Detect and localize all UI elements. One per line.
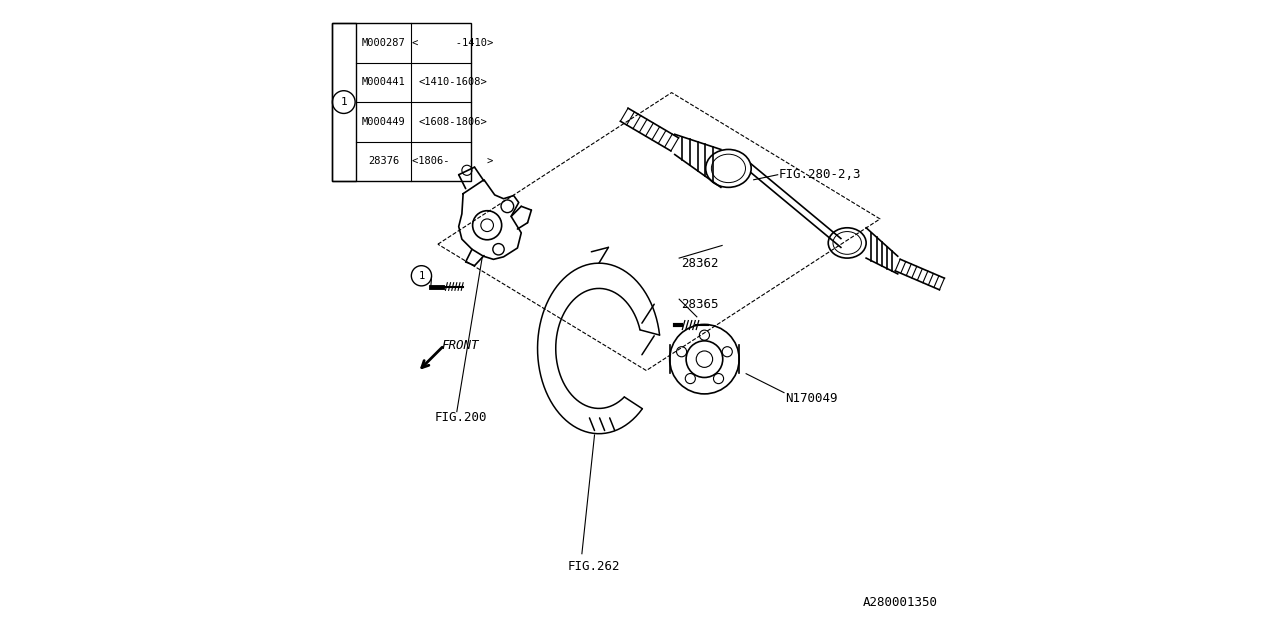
Bar [332,23,356,181]
Text: A280001350: A280001350 [863,596,938,609]
Text: 1: 1 [419,271,425,281]
Text: FIG.280-2,3: FIG.280-2,3 [780,168,861,181]
Text: M000287: M000287 [362,38,406,48]
Text: FRONT: FRONT [442,339,479,352]
Text: 1: 1 [340,97,347,107]
Text: 28365: 28365 [681,298,718,310]
Text: M000441: M000441 [362,77,406,87]
Text: M000449: M000449 [362,117,406,127]
Text: 28376: 28376 [367,156,399,166]
Bar [332,23,471,181]
Text: <1608-1806>: <1608-1806> [419,117,488,127]
Text: <1410-1608>: <1410-1608> [419,77,488,87]
Text: 28362: 28362 [681,257,718,269]
Text: FIG.262: FIG.262 [567,560,620,573]
Text: FIG.200: FIG.200 [435,412,488,424]
Text: <      -1410>: < -1410> [412,38,494,48]
Text: N170049: N170049 [786,392,838,406]
Text: <1806-      >: <1806- > [412,156,494,166]
